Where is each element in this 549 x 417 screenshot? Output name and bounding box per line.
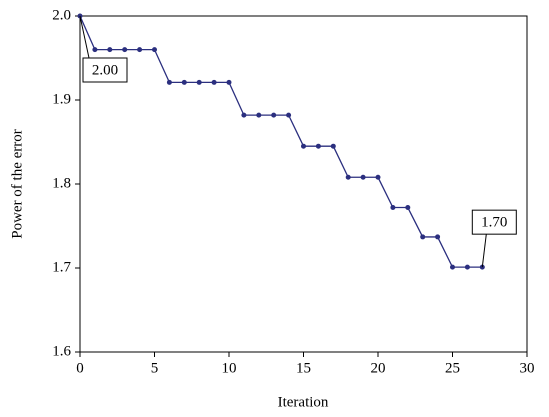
callout-box	[471, 209, 517, 235]
data-point	[256, 112, 262, 118]
data-point	[196, 79, 202, 85]
data-point	[286, 112, 292, 118]
data-point	[92, 47, 98, 53]
data-point	[166, 79, 172, 85]
x-axis-label: Iteration	[278, 394, 329, 410]
x-tick-label: 20	[371, 360, 386, 376]
x-tick-label: 25	[445, 360, 460, 376]
callout-pointer	[79, 15, 90, 59]
x-tick-label: 15	[296, 360, 311, 376]
x-tick-label: 30	[520, 360, 535, 376]
callout-pointer	[481, 234, 487, 268]
data-line	[79, 15, 483, 268]
data-point	[375, 174, 381, 180]
callout-box	[82, 57, 128, 83]
data-point	[464, 264, 470, 270]
data-point	[315, 143, 321, 149]
y-tick-label: 1.8	[52, 175, 71, 191]
plot-frame	[79, 15, 528, 353]
y-tick-label: 1.9	[52, 91, 71, 107]
data-point	[405, 205, 411, 211]
y-tick-label: 2.0	[52, 7, 71, 23]
data-point	[420, 234, 426, 240]
data-point	[152, 47, 157, 53]
value-label: 1.70	[481, 215, 507, 231]
data-point	[390, 205, 396, 211]
data-point	[301, 143, 306, 149]
data-point	[107, 47, 113, 53]
data-point	[226, 79, 232, 85]
x-tick-label: 5	[151, 360, 159, 376]
data-point	[271, 112, 277, 118]
data-point	[330, 143, 336, 149]
data-point	[211, 79, 217, 85]
y-tick-label: 1.7	[52, 259, 71, 275]
data-point	[435, 234, 441, 240]
data-point	[181, 79, 187, 85]
x-tick-label: 0	[76, 360, 84, 376]
x-tick-label: 10	[222, 360, 237, 376]
value-label: 2.00	[92, 62, 118, 78]
data-point	[345, 174, 351, 180]
data-point	[137, 47, 143, 53]
data-point	[360, 174, 366, 180]
data-point	[241, 112, 247, 118]
data-point	[450, 264, 455, 270]
data-point	[122, 47, 128, 53]
y-axis-label: Power of the error	[9, 129, 25, 239]
y-tick-label: 1.6	[52, 343, 71, 359]
